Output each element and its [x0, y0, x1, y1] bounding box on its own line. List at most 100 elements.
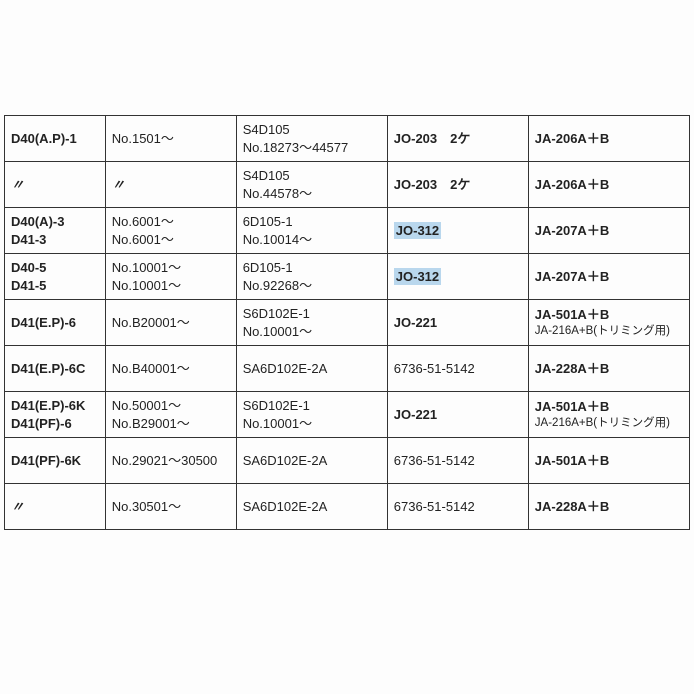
- cell-filter-1: 6736-51-5142: [387, 484, 528, 530]
- cell-filter-1: 6736-51-5142: [387, 346, 528, 392]
- parts-table: D40(A.P)-1No.1501～S4D105No.18273～44577JO…: [4, 115, 690, 530]
- cell-filter-2: JA-501A＋B: [528, 438, 689, 484]
- cell-serial: No.50001～No.B29001～: [105, 392, 236, 438]
- filter-2-line-2: JA-216A+B(トリミング用): [535, 416, 683, 432]
- filter-1-value: 6736-51-5142: [394, 361, 475, 376]
- cell-serial: No.10001～No.10001～: [105, 254, 236, 300]
- filter-1-value: JO-221: [394, 407, 437, 422]
- serial-line-1: No.50001～: [112, 397, 230, 415]
- filter-2-line-1: JA-206A＋B: [535, 176, 683, 194]
- cell-engine: S6D102E-1No.10001～: [236, 392, 387, 438]
- cell-filter-2: JA-501A＋BJA-216A+B(トリミング用): [528, 300, 689, 346]
- table-row: D41(PF)-6K No.29021～30500 SA6D102E-2A 6736-…: [5, 438, 690, 484]
- cell-model: D41(E.P)-6C: [5, 346, 106, 392]
- cell-serial: No.B20001～: [105, 300, 236, 346]
- cell-filter-1: JO-203 2ケ: [387, 116, 528, 162]
- model-line-2: D41(PF)-6: [11, 415, 99, 433]
- filter-2-line-1: JA-206A＋B: [535, 130, 683, 148]
- table-row: 〃〃 S4D105No.44578～ JO-203 2ケ JA-206A＋B: [5, 162, 690, 208]
- cell-filter-2: JA-206A＋B: [528, 116, 689, 162]
- engine-line-2: No.10001～: [243, 415, 381, 433]
- model-line-2: D41-3: [11, 231, 99, 249]
- engine-line-1: S4D105: [243, 167, 381, 185]
- filter-2-line-1: JA-207A＋B: [535, 222, 683, 240]
- engine-line-1: 6D105-1: [243, 259, 381, 277]
- cell-serial: No.30501～: [105, 484, 236, 530]
- engine-line-2: No.18273～44577: [243, 139, 381, 157]
- serial-line-1: No.B40001～: [112, 360, 230, 378]
- cell-filter-1: 6736-51-5142: [387, 438, 528, 484]
- cell-serial: No.B40001～: [105, 346, 236, 392]
- filter-1-value: JO-203 2ケ: [394, 131, 471, 146]
- cell-filter-2: JA-206A＋B: [528, 162, 689, 208]
- model-line-1: D41(E.P)-6: [11, 314, 99, 332]
- filter-2-line-1: JA-501A＋B: [535, 398, 683, 416]
- model-line-1: D40-5: [11, 259, 99, 277]
- table-row: D40(A.P)-1No.1501～S4D105No.18273～44577JO…: [5, 116, 690, 162]
- table-row: D41(E.P)-6No.B20001～S6D102E-1No.10001～JO…: [5, 300, 690, 346]
- model-line-1: 〃: [11, 176, 99, 194]
- model-line-1: D40(A)-3: [11, 213, 99, 231]
- cell-filter-1: JO-203 2ケ: [387, 162, 528, 208]
- filter-2-line-2: JA-216A+B(トリミング用): [535, 324, 683, 340]
- engine-line-2: No.10014～: [243, 231, 381, 249]
- filter-2-line-1: JA-228A＋B: [535, 498, 683, 516]
- cell-model: 〃: [5, 162, 106, 208]
- serial-line-1: No.1501～: [112, 130, 230, 148]
- cell-filter-2: JA-207A＋B: [528, 254, 689, 300]
- model-line-1: D41(E.P)-6C: [11, 360, 99, 378]
- serial-line-2: No.B29001～: [112, 415, 230, 433]
- cell-engine: SA6D102E-2A: [236, 438, 387, 484]
- cell-engine: SA6D102E-2A: [236, 484, 387, 530]
- page: D40(A.P)-1No.1501～S4D105No.18273～44577JO…: [0, 0, 694, 694]
- serial-line-1: 〃: [112, 176, 230, 194]
- table-row: D40(A)-3D41-3 No.6001～No.6001～ 6D105-1No.1…: [5, 208, 690, 254]
- engine-line-2: No.44578～: [243, 185, 381, 203]
- table-row: D41(E.P)-6C No.B40001～ SA6D102E-2A 6736-51-…: [5, 346, 690, 392]
- serial-line-1: No.29021～30500: [112, 452, 230, 470]
- cell-engine: 6D105-1No.10014～: [236, 208, 387, 254]
- engine-line-1: SA6D102E-2A: [243, 452, 381, 470]
- serial-line-2: No.6001～: [112, 231, 230, 249]
- filter-2-line-1: JA-501A＋B: [535, 452, 683, 470]
- cell-engine: S6D102E-1No.10001～: [236, 300, 387, 346]
- serial-line-1: No.6001～: [112, 213, 230, 231]
- engine-line-1: S4D105: [243, 121, 381, 139]
- cell-filter-2: JA-228A＋B: [528, 346, 689, 392]
- engine-line-1: 6D105-1: [243, 213, 381, 231]
- engine-line-1: S6D102E-1: [243, 397, 381, 415]
- cell-model: D40(A)-3D41-3: [5, 208, 106, 254]
- cell-engine: S4D105No.44578～: [236, 162, 387, 208]
- table-row: D41(E.P)-6KD41(PF)-6No.50001～No.B29001～S…: [5, 392, 690, 438]
- engine-line-2: No.10001～: [243, 323, 381, 341]
- filter-2-line-1: JA-207A＋B: [535, 268, 683, 286]
- cell-model: D40-5D41-5: [5, 254, 106, 300]
- cell-model: D41(E.P)-6: [5, 300, 106, 346]
- cell-model: D41(PF)-6K: [5, 438, 106, 484]
- engine-line-1: SA6D102E-2A: [243, 360, 381, 378]
- serial-line-1: No.30501～: [112, 498, 230, 516]
- filter-1-value: JO-203 2ケ: [394, 177, 471, 192]
- filter-1-value: JO-312: [394, 268, 441, 286]
- filter-1-value: JO-312: [394, 222, 441, 240]
- table-row: 〃No.30501～SA6D102E-2A6736-51-5142JA-228A…: [5, 484, 690, 530]
- filter-1-value: 6736-51-5142: [394, 453, 475, 468]
- engine-line-1: S6D102E-1: [243, 305, 381, 323]
- filter-2-line-1: JA-501A＋B: [535, 306, 683, 324]
- serial-line-1: No.10001～: [112, 259, 230, 277]
- filter-2-line-1: JA-228A＋B: [535, 360, 683, 378]
- cell-engine: 6D105-1No.92268～: [236, 254, 387, 300]
- model-line-1: D41(E.P)-6K: [11, 397, 99, 415]
- cell-engine: S4D105No.18273～44577: [236, 116, 387, 162]
- serial-line-2: No.10001～: [112, 277, 230, 295]
- cell-serial: No.29021～30500: [105, 438, 236, 484]
- serial-line-1: No.B20001～: [112, 314, 230, 332]
- cell-filter-1: JO-312: [387, 254, 528, 300]
- cell-model: D41(E.P)-6KD41(PF)-6: [5, 392, 106, 438]
- engine-line-2: No.92268～: [243, 277, 381, 295]
- model-line-2: D41-5: [11, 277, 99, 295]
- cell-filter-1: JO-221: [387, 392, 528, 438]
- cell-filter-2: JA-228A＋B: [528, 484, 689, 530]
- cell-serial: No.1501～: [105, 116, 236, 162]
- cell-filter-2: JA-501A＋BJA-216A+B(トリミング用): [528, 392, 689, 438]
